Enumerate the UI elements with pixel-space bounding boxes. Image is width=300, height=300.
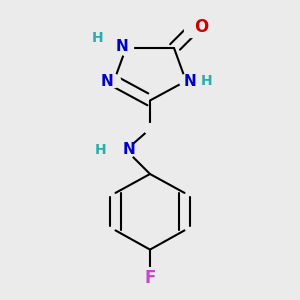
Text: N: N	[123, 142, 135, 158]
Circle shape	[118, 40, 134, 56]
Text: H: H	[95, 143, 106, 157]
Text: O: O	[194, 18, 208, 36]
Text: H: H	[92, 31, 103, 44]
Circle shape	[142, 268, 158, 283]
Circle shape	[145, 124, 155, 134]
Text: N: N	[101, 74, 114, 88]
Text: H: H	[201, 74, 213, 88]
Circle shape	[184, 22, 200, 38]
Circle shape	[179, 74, 193, 88]
Text: N: N	[183, 74, 196, 88]
Text: N: N	[115, 39, 128, 54]
Circle shape	[107, 74, 121, 88]
Circle shape	[117, 141, 135, 159]
Text: F: F	[144, 269, 156, 287]
